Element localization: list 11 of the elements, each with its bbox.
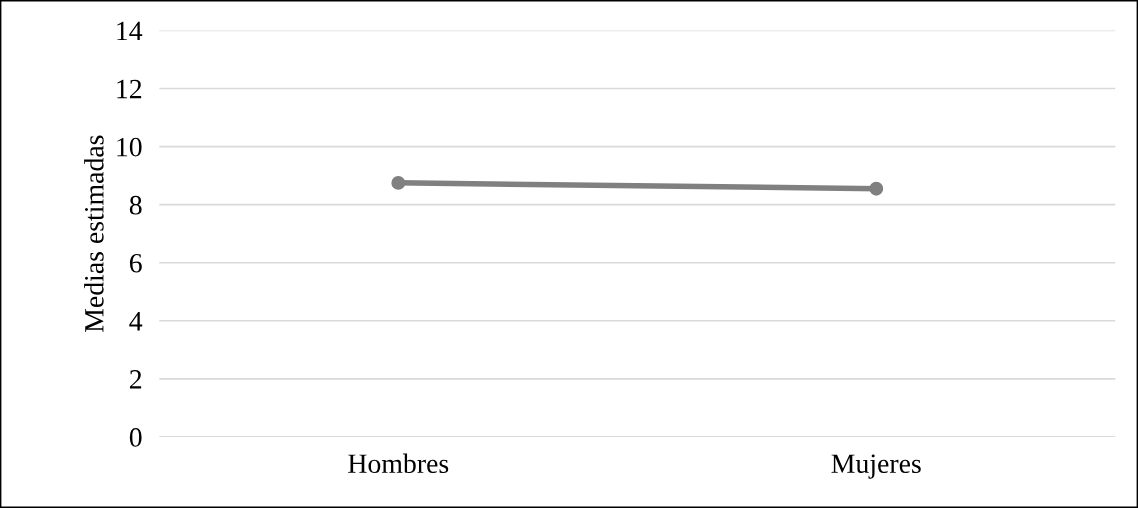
y-tick-label: 12 <box>117 79 142 99</box>
y-tick-label: 8 <box>129 195 142 215</box>
x-tick-label: Mujeres <box>831 454 921 479</box>
y-tick-label: 10 <box>117 137 142 157</box>
y-tick-label: 0 <box>129 428 142 447</box>
y-tick-label: 14 <box>117 21 143 41</box>
y-axis-title: Medias estimadas <box>84 135 104 333</box>
y-tick-label: 2 <box>129 370 142 389</box>
y-tick-label: 4 <box>129 312 143 331</box>
x-tick-label: Hombres <box>348 453 449 474</box>
y-tick-label: 6 <box>129 253 142 273</box>
